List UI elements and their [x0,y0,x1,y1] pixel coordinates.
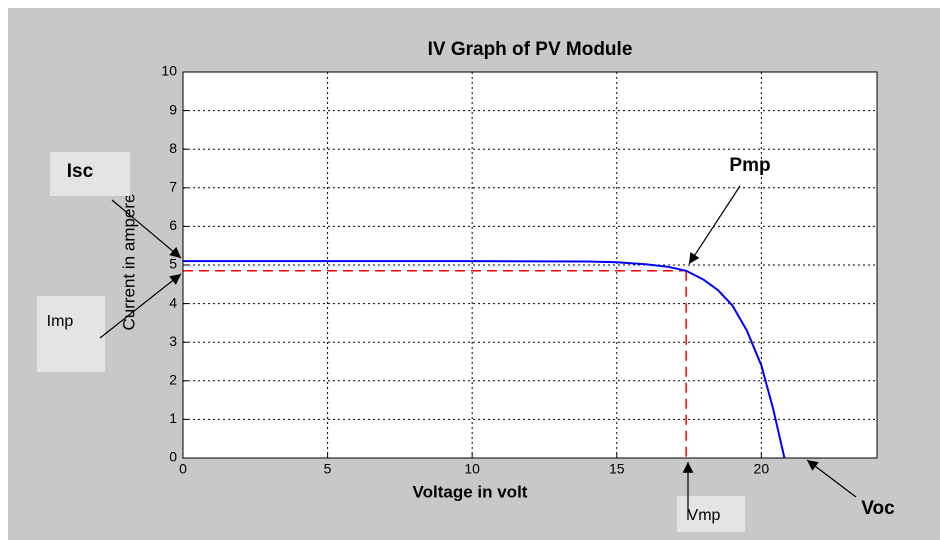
x-tick-label: 20 [754,461,770,477]
annotation-label: Isc [67,161,94,182]
annotation-arrow [99,273,182,339]
y-tick-label: 6 [169,217,177,233]
x-axis-label: Voltage in volt [413,482,528,501]
y-tick-label: 5 [169,256,177,272]
y-tick-label: 1 [169,410,177,426]
annotation-label: Pmp [729,155,770,176]
annotation-arrow [806,459,857,498]
y-tick-label: 10 [161,63,177,79]
y-tick-label: 3 [169,333,177,349]
y-axis-label: Current in ampere [119,193,138,330]
annotation-label: Voc [861,498,895,519]
y-tick-label: 4 [169,294,177,310]
axes-frame [182,71,878,459]
y-tick-label: 2 [169,372,177,388]
y-tick-label: 7 [169,179,177,195]
x-tick-label: 15 [609,461,625,477]
annotation-label: Vmp [688,507,721,524]
annotation-label: Imp [47,313,74,330]
y-tick-label: 9 [169,101,177,117]
annotation-arrow [111,199,182,259]
x-tick-label: 0 [179,461,187,477]
iv-curve [183,260,786,459]
chart-title: IV Graph of PV Module [428,39,633,60]
plot: 0 5 10 15 20 0 1 2 3 4 5 6 7 8 9 10 [161,63,877,477]
annotation-box [50,152,130,196]
y-tick-label: 0 [169,449,177,465]
x-tick-label: 5 [324,461,332,477]
annotation-box [37,296,105,372]
annotation-arrow [688,185,741,265]
annotations: Isc Imp Pmp Vmp Voc [37,152,895,532]
y-tick-label: 8 [169,140,177,156]
x-tick-label: 10 [464,461,480,477]
